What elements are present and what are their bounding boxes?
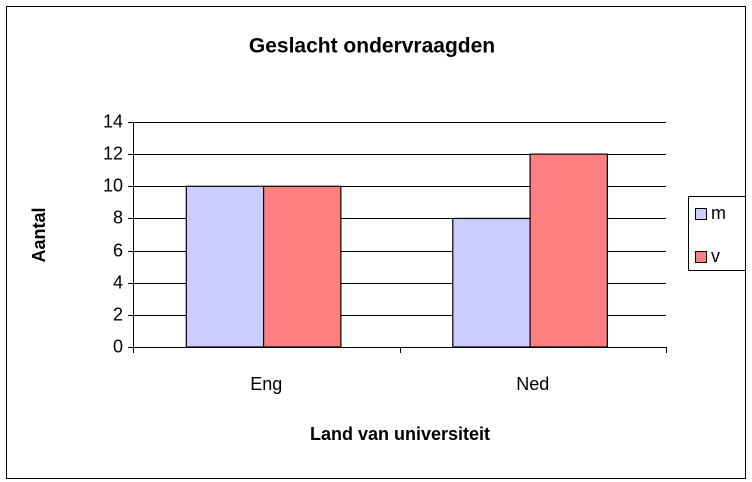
- bar: [529, 153, 608, 348]
- y-tick-label: 8: [113, 207, 123, 227]
- y-tick-label: 4: [113, 272, 123, 292]
- y-tick-label: 10: [103, 175, 123, 195]
- x-tick-label: Eng: [250, 374, 282, 394]
- bar: [185, 185, 265, 348]
- y-axis-label: Aantal: [29, 207, 49, 262]
- legend-label: v: [711, 246, 720, 266]
- x-tick-label: Ned: [516, 374, 549, 394]
- y-tick-label: 0: [113, 336, 123, 356]
- x-axis-label: Land van universiteit: [310, 424, 490, 444]
- y-tick-label: 14: [103, 111, 123, 131]
- chart-title: Geslacht ondervraagden: [249, 35, 495, 58]
- legend-swatch: [695, 208, 707, 220]
- y-tick-label: 12: [103, 143, 123, 163]
- bar: [262, 185, 342, 348]
- legend-label: m: [711, 203, 726, 223]
- legend-swatch: [695, 251, 707, 263]
- y-tick-label: 6: [113, 240, 123, 260]
- chart-border: [6, 6, 746, 479]
- bar: [452, 217, 531, 348]
- y-tick-label: 2: [113, 304, 123, 324]
